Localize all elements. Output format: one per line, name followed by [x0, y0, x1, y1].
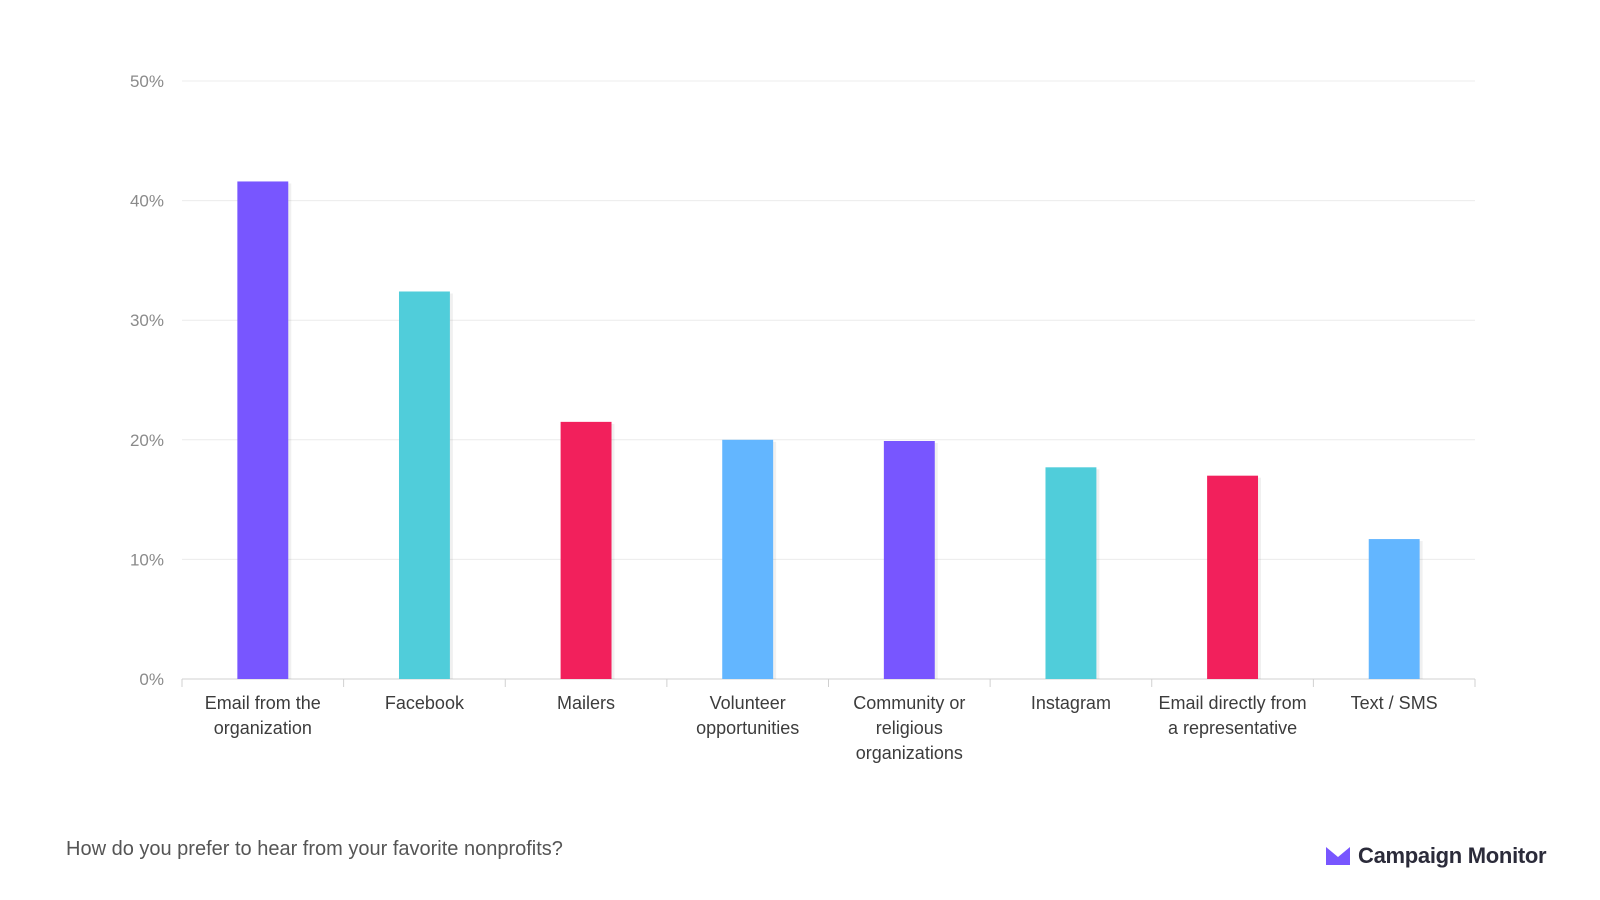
bar-3 [560, 421, 612, 679]
bar-5 [883, 440, 935, 679]
x-category-label: opportunities [696, 718, 799, 738]
x-category-label: Email directly from [1159, 693, 1307, 713]
x-category-label: Mailers [557, 693, 615, 713]
bar-2 [398, 291, 450, 679]
y-tick-label: 30% [130, 311, 164, 330]
brand-logo: Campaign Monitor [1326, 843, 1547, 869]
x-category-label: organization [214, 718, 312, 738]
x-category-label: Instagram [1031, 693, 1111, 713]
bar-8 [1368, 539, 1420, 679]
chart-caption: How do you prefer to hear from your favo… [66, 838, 563, 860]
y-tick-label: 50% [130, 72, 164, 91]
y-tick-label: 10% [130, 550, 164, 569]
x-category-label: Email from the [205, 693, 321, 713]
bar-4 [722, 439, 774, 679]
y-tick-label: 20% [130, 431, 164, 450]
x-category-label: a representative [1168, 718, 1297, 738]
y-tick-label: 40% [130, 192, 164, 211]
bar-1 [237, 181, 289, 680]
x-category-label: Text / SMS [1351, 693, 1438, 713]
x-category-label: Community or [853, 693, 965, 713]
x-category-label: Facebook [385, 693, 465, 713]
bar-6 [1045, 467, 1097, 679]
x-category-label: religious [876, 718, 943, 738]
envelope-icon [1326, 847, 1350, 865]
brand-name: Campaign Monitor [1358, 843, 1547, 868]
bar-7 [1207, 475, 1259, 679]
x-category-label: organizations [856, 743, 963, 763]
y-tick-label: 0% [139, 670, 164, 689]
x-category-label: Volunteer [710, 693, 786, 713]
